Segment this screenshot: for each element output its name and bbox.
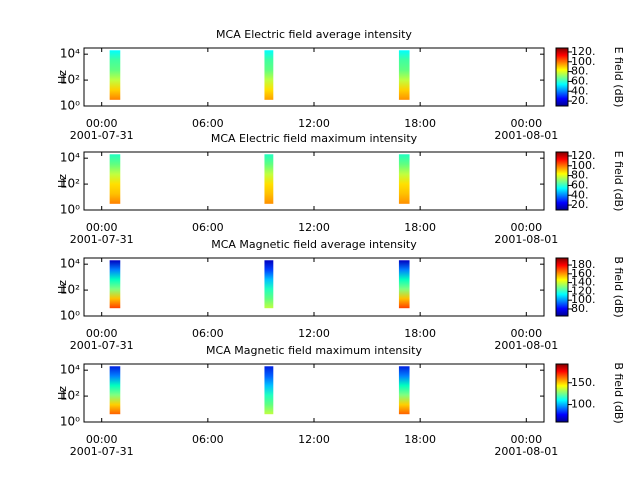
x-tick-label: 00:00 bbox=[510, 117, 542, 130]
y-tick-label: 10² bbox=[60, 389, 80, 403]
y-tick-label: 10⁴ bbox=[60, 151, 80, 165]
y-tick-label: 10⁰ bbox=[60, 309, 80, 323]
spectrogram-burst bbox=[264, 50, 274, 100]
spectrogram-burst bbox=[264, 260, 274, 309]
x-date-label: 2001-07-31 bbox=[70, 233, 134, 246]
y-axis-label: Hz bbox=[56, 174, 69, 188]
spectrogram-burst bbox=[398, 50, 410, 100]
colorbar-frame bbox=[555, 47, 569, 107]
x-tick-label: 18:00 bbox=[404, 433, 436, 446]
x-tick-label: 18:00 bbox=[404, 221, 436, 234]
spectrogram-burst bbox=[398, 154, 410, 204]
x-date-label: 2001-08-01 bbox=[494, 339, 558, 352]
x-date-label: 2001-08-01 bbox=[494, 129, 558, 142]
x-date-label: 2001-07-31 bbox=[70, 129, 134, 142]
colorbar-tick-label: 80. bbox=[571, 169, 589, 182]
plot-frame bbox=[83, 151, 545, 211]
y-axis-label: Hz bbox=[56, 280, 69, 294]
colorbar bbox=[556, 364, 568, 422]
x-tick-label: 00:00 bbox=[86, 327, 118, 340]
colorbar-tick-label: 80. bbox=[571, 65, 589, 78]
x-date-label: 2001-07-31 bbox=[70, 339, 134, 352]
colorbar-tick-label: 160. bbox=[571, 267, 596, 280]
colorbar-label: B field (dB) bbox=[612, 256, 625, 317]
spectrogram-burst bbox=[109, 50, 121, 100]
spectrogram-burst bbox=[109, 260, 121, 309]
spectrogram-burst bbox=[398, 260, 410, 309]
colorbar bbox=[556, 258, 568, 316]
x-date-label: 2001-08-01 bbox=[494, 233, 558, 246]
x-tick-label: 06:00 bbox=[192, 221, 224, 234]
x-tick-label: 00:00 bbox=[86, 433, 118, 446]
plot-frame bbox=[83, 363, 545, 423]
colorbar-tick-label: 100. bbox=[571, 159, 596, 172]
colorbar-tick-label: 150. bbox=[571, 376, 596, 389]
x-tick-label: 06:00 bbox=[192, 433, 224, 446]
y-tick-label: 10⁴ bbox=[60, 363, 80, 377]
y-tick-label: 10⁴ bbox=[60, 257, 80, 271]
colorbar bbox=[556, 152, 568, 210]
y-tick-label: 10⁰ bbox=[60, 99, 80, 113]
colorbar-tick-label: 120. bbox=[571, 149, 596, 162]
x-tick-label: 00:00 bbox=[510, 433, 542, 446]
panel-title: MCA Electric field maximum intensity bbox=[211, 132, 418, 145]
colorbar-tick-label: 140. bbox=[571, 276, 596, 289]
colorbar-tick-label: 120. bbox=[571, 284, 596, 297]
plot-frame bbox=[83, 257, 545, 317]
colorbar-label: E field (dB) bbox=[612, 47, 625, 108]
colorbar bbox=[556, 48, 568, 106]
colorbar-tick-label: 40. bbox=[571, 84, 589, 97]
x-tick-label: 12:00 bbox=[298, 327, 330, 340]
x-tick-label: 00:00 bbox=[510, 327, 542, 340]
y-tick-label: 10⁴ bbox=[60, 47, 80, 61]
x-tick-label: 00:00 bbox=[510, 221, 542, 234]
colorbar-tick-label: 120. bbox=[571, 45, 596, 58]
panel-title: MCA Magnetic field maximum intensity bbox=[206, 344, 422, 357]
colorbar-tick-label: 40. bbox=[571, 188, 589, 201]
y-tick-label: 10⁰ bbox=[60, 415, 80, 429]
colorbar-tick-label: 80. bbox=[571, 302, 589, 315]
x-date-label: 2001-07-31 bbox=[70, 445, 134, 458]
spectrogram-burst bbox=[398, 366, 410, 415]
panel-title: MCA Magnetic field average intensity bbox=[211, 238, 417, 251]
colorbar-tick-label: 20. bbox=[571, 198, 589, 211]
y-tick-label: 10⁰ bbox=[60, 203, 80, 217]
colorbar-tick-label: 100. bbox=[571, 293, 596, 306]
spectrogram-burst bbox=[109, 154, 121, 204]
colorbar-label: B field (dB) bbox=[612, 362, 625, 423]
colorbar-frame bbox=[555, 363, 569, 423]
colorbar-tick-label: 20. bbox=[571, 94, 589, 107]
colorbar-frame bbox=[555, 151, 569, 211]
y-tick-label: 10² bbox=[60, 73, 80, 87]
colorbar-frame bbox=[555, 257, 569, 317]
x-date-label: 2001-08-01 bbox=[494, 445, 558, 458]
colorbar-tick-label: 100. bbox=[571, 55, 596, 68]
y-tick-label: 10² bbox=[60, 177, 80, 191]
colorbar-tick-label: 180. bbox=[571, 258, 596, 271]
x-tick-label: 00:00 bbox=[86, 221, 118, 234]
x-tick-label: 00:00 bbox=[86, 117, 118, 130]
x-tick-label: 12:00 bbox=[298, 221, 330, 234]
y-axis-label: Hz bbox=[56, 70, 69, 84]
colorbar-tick-label: 60. bbox=[571, 178, 589, 191]
spectrogram-burst bbox=[264, 154, 274, 204]
spectrogram-burst bbox=[109, 366, 121, 415]
x-tick-label: 18:00 bbox=[404, 117, 436, 130]
x-tick-label: 12:00 bbox=[298, 433, 330, 446]
x-tick-label: 12:00 bbox=[298, 117, 330, 130]
colorbar-tick-label: 60. bbox=[571, 74, 589, 87]
spectrogram-burst bbox=[264, 366, 274, 415]
y-axis-label: Hz bbox=[56, 386, 69, 400]
y-tick-label: 10² bbox=[60, 283, 80, 297]
plot-frame bbox=[83, 47, 545, 107]
panel-title: MCA Electric field average intensity bbox=[216, 28, 412, 41]
x-tick-label: 18:00 bbox=[404, 327, 436, 340]
colorbar-tick-label: 100. bbox=[571, 398, 596, 411]
x-tick-label: 06:00 bbox=[192, 117, 224, 130]
x-tick-label: 06:00 bbox=[192, 327, 224, 340]
colorbar-label: E field (dB) bbox=[612, 151, 625, 212]
